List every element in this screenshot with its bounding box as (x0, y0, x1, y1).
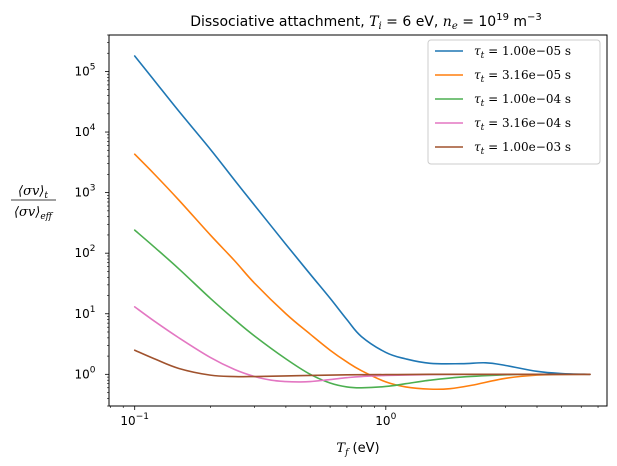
y-axis-ticks: 100 101 102 103 104 105 (74, 34, 109, 407)
legend-label-3: τt = 1.00e−04 s (474, 92, 571, 109)
legend: τt = 1.00e−05 s τt = 3.16e−05 s τt = 1.00e… (427, 39, 601, 165)
x-axis-ticks: 10−1 100 (110, 406, 599, 428)
x-tick-label: 100 (375, 412, 396, 428)
legend-label-1: τt = 1.00e−05 s (474, 44, 571, 61)
y-axis-label: ⟨σv⟩t ⟨σv⟩eff (11, 184, 56, 222)
legend-box (427, 39, 601, 165)
y-axis-label-numerator: ⟨σv⟩t (18, 184, 48, 201)
chart-title: Dissociative attachment, Ti = 6 eV, ne =… (190, 12, 542, 32)
series-line-2 (133, 153, 591, 391)
legend-label-2: τt = 3.16e−05 s (474, 68, 571, 85)
legend-label-4: τt = 3.16e−04 s (474, 116, 571, 133)
x-axis-label: Tf (eV) (336, 441, 379, 458)
series-line-1 (133, 55, 591, 376)
x-tick-label: 10−1 (120, 412, 149, 428)
y-tick-label: 104 (74, 123, 95, 139)
y-axis-label-denominator: ⟨σv⟩eff (14, 205, 54, 222)
legend-label-5: τt = 1.00e−03 s (474, 140, 571, 157)
plot-frame (108, 34, 608, 407)
y-tick-label: 103 (74, 184, 95, 200)
y-tick-label: 101 (74, 305, 95, 321)
y-tick-label: 105 (74, 62, 95, 78)
series-lines (133, 55, 591, 391)
series-line-5 (133, 349, 591, 378)
y-tick-label: 102 (74, 244, 95, 260)
y-tick-label: 100 (74, 365, 95, 381)
